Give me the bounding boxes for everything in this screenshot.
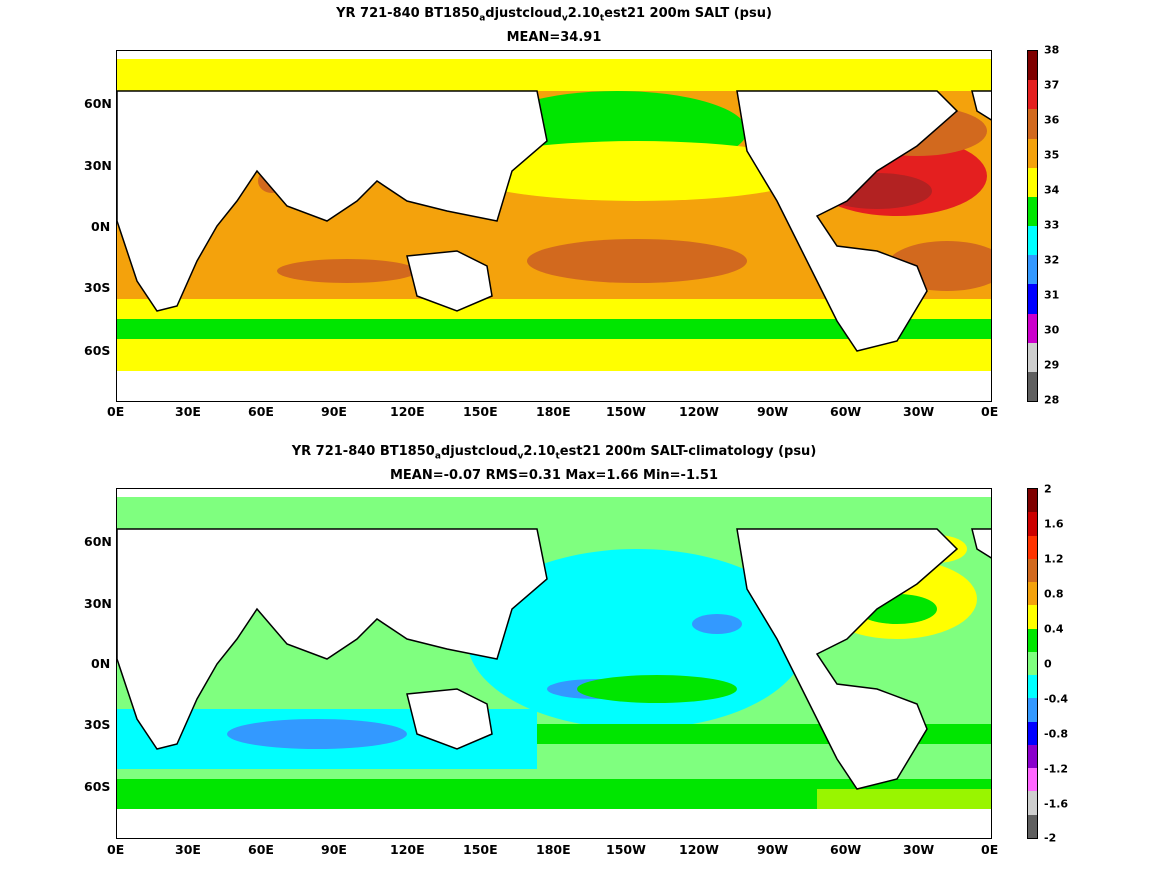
x-tick-label: 0E — [107, 842, 125, 857]
x-tick-label: 90E — [321, 404, 347, 419]
colorbar-segment — [1028, 109, 1037, 139]
x-tick-label: 120E — [390, 404, 425, 419]
panel-subtitle: MEAN=-0.07 RMS=0.31 Max=1.66 Min=-1.51 — [389, 468, 719, 483]
x-tick-label: 90W — [757, 404, 789, 419]
colorbar-segment — [1028, 582, 1037, 606]
x-tick-label: 30W — [903, 404, 935, 419]
colorbar-label: -0.8 — [1044, 727, 1069, 741]
colorbar-label: -0.4 — [1044, 692, 1069, 706]
y-tick-label: 0N — [91, 219, 111, 234]
x-tick-label: 90W — [757, 842, 789, 857]
x-tick-label: 150E — [463, 842, 498, 857]
x-tick-label: 150E — [463, 404, 498, 419]
colorbar-segment — [1028, 814, 1037, 838]
salinity-map — [116, 50, 992, 402]
salinity-anomaly-map — [116, 488, 992, 839]
colorbar-label: 0.8 — [1044, 587, 1064, 601]
x-tick-label: 120W — [679, 404, 719, 419]
y-tick-label: 0N — [91, 656, 111, 671]
colorbar-label: 2 — [1044, 482, 1052, 496]
colorbar-segment — [1028, 698, 1037, 722]
colorbar-segment — [1028, 371, 1037, 402]
x-tick-label: 120E — [390, 842, 425, 857]
y-tick-label: 60N — [84, 96, 112, 111]
colorbar-label: 32 — [1044, 253, 1060, 267]
panel-title: YR 721-840 BT1850adjustcloudv2.10test21 … — [291, 444, 817, 462]
x-tick-label: 150W — [606, 404, 646, 419]
colorbar-label: 29 — [1044, 358, 1060, 372]
colorbar-segment — [1028, 651, 1037, 676]
colorbar-segment — [1028, 535, 1037, 559]
x-tick-label: 30E — [175, 842, 201, 857]
y-tick-label: 30N — [84, 596, 112, 611]
colorbar-label: 1.6 — [1044, 517, 1064, 531]
x-tick-label: 60W — [830, 404, 862, 419]
colorbar-segment — [1028, 605, 1037, 629]
y-tick-label: 60S — [84, 343, 111, 358]
x-tick-label: 150W — [606, 842, 646, 857]
colorbar-segment — [1028, 558, 1037, 583]
colorbar — [1027, 50, 1038, 402]
y-tick-label: 30S — [84, 280, 111, 295]
colorbar-segment — [1028, 512, 1037, 536]
colorbar-label: -2 — [1044, 831, 1057, 845]
colorbar-label: -1.6 — [1044, 797, 1069, 811]
x-tick-label: 60W — [830, 842, 862, 857]
colorbar-segment — [1028, 138, 1037, 168]
x-tick-label: 60E — [248, 404, 274, 419]
x-axis: 0E 30E 60E 90E 120E 150E 180E 150W 120W … — [0, 403, 1167, 423]
colorbar-label: 33 — [1044, 218, 1060, 232]
colorbar-label: -1.2 — [1044, 762, 1069, 776]
colorbar-label: 35 — [1044, 148, 1060, 162]
colorbar-label: 31 — [1044, 288, 1060, 302]
colorbar-segment — [1028, 226, 1037, 256]
colorbar-label: 30 — [1044, 323, 1060, 337]
y-tick-label: 60S — [84, 779, 111, 794]
colorbar-label: 34 — [1044, 183, 1060, 197]
colorbar-segment — [1028, 342, 1037, 372]
colorbar-segment — [1028, 313, 1037, 343]
colorbar-segment — [1028, 768, 1037, 792]
colorbar-label: 38 — [1044, 43, 1060, 57]
colorbar-label: 1.2 — [1044, 552, 1064, 566]
colorbar-segment — [1028, 255, 1037, 285]
colorbar-segment — [1028, 791, 1037, 815]
y-tick-label: 60N — [84, 534, 112, 549]
colorbar-segment — [1028, 489, 1037, 513]
colorbar-segment — [1028, 721, 1037, 745]
x-tick-label: 30W — [903, 842, 935, 857]
colorbar-label: 28 — [1044, 393, 1060, 407]
x-tick-label: 0E — [107, 404, 125, 419]
colorbar-segment — [1028, 744, 1037, 769]
colorbar-segment — [1028, 80, 1037, 110]
colorbar-segment — [1028, 51, 1037, 81]
x-axis: 0E 30E 60E 90E 120E 150E 180E 150W 120W … — [0, 841, 1167, 861]
colorbar-segment — [1028, 628, 1037, 652]
colorbar-segment — [1028, 675, 1037, 699]
y-tick-label: 30S — [84, 717, 111, 732]
colorbar-label: 0 — [1044, 657, 1052, 671]
x-tick-label: 0E — [981, 404, 999, 419]
colorbar-segment — [1028, 167, 1037, 197]
colorbar — [1027, 488, 1038, 839]
colorbar-segment — [1028, 196, 1037, 227]
x-tick-label: 180E — [536, 404, 571, 419]
panel-subtitle: MEAN=34.91 — [506, 30, 602, 45]
colorbar-label: 0.4 — [1044, 622, 1064, 636]
colorbar-label: 37 — [1044, 78, 1060, 92]
colorbar-label: 36 — [1044, 113, 1060, 127]
x-tick-label: 30E — [175, 404, 201, 419]
colorbar-segment — [1028, 284, 1037, 314]
x-tick-label: 120W — [679, 842, 719, 857]
y-tick-label: 30N — [84, 158, 112, 173]
x-tick-label: 180E — [536, 842, 571, 857]
x-tick-label: 0E — [981, 842, 999, 857]
x-tick-label: 60E — [248, 842, 274, 857]
panel-title: YR 721-840 BT1850adjustcloudv2.10test21 … — [336, 6, 772, 24]
x-tick-label: 90E — [321, 842, 347, 857]
